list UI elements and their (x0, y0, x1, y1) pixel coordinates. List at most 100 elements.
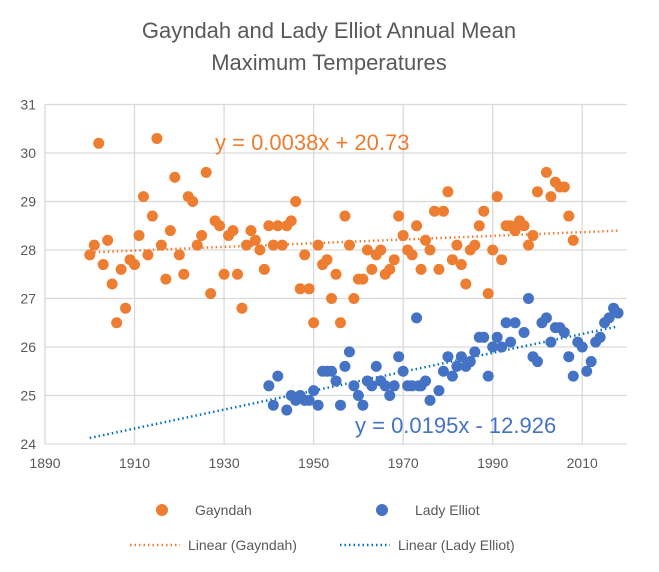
gayndah-point (312, 239, 324, 251)
lady-elliot-point (370, 360, 382, 372)
lady-elliot-point (478, 331, 490, 343)
lady-elliot-point (384, 390, 396, 401)
lady-elliot-point (500, 317, 512, 329)
y-tick-label: 25 (20, 388, 36, 404)
gayndah-point (518, 220, 530, 232)
lady-elliot-point (263, 380, 275, 392)
lady-elliot-point (491, 331, 503, 343)
lady-elliot-point (545, 336, 557, 348)
gayndah-point (214, 220, 226, 232)
gayndah-point (258, 263, 270, 275)
gayndah-point (558, 181, 570, 193)
legend-label-gayndah: Gayndah (195, 502, 252, 518)
gayndah-point (102, 234, 114, 246)
gayndah-point (563, 210, 575, 222)
lady-elliot-point (267, 399, 279, 411)
lady-elliot-point (482, 370, 494, 382)
gayndah-point (348, 293, 360, 304)
gayndah-point (308, 317, 320, 329)
lady-elliot-point (567, 370, 579, 382)
gayndah-point (406, 249, 418, 261)
x-tick-label: 1970 (388, 455, 419, 471)
gayndah-point (384, 263, 396, 275)
gayndah-point (303, 283, 315, 295)
y-tick-label: 28 (20, 242, 36, 258)
lady-elliot-point (308, 385, 320, 397)
gayndah-point (442, 186, 454, 198)
gayndah-point (169, 171, 181, 183)
x-tick-label: 1930 (208, 455, 239, 471)
lady-elliot-point (446, 370, 458, 382)
gayndah-point (84, 249, 96, 261)
gayndah-point (240, 239, 252, 251)
chart-title-line-2: Maximum Temperatures (211, 50, 447, 75)
gayndah-point (326, 293, 338, 304)
lady-elliot-point (496, 341, 508, 353)
lady-elliot-point (330, 375, 342, 387)
gayndah-point (509, 225, 521, 237)
gayndah-point (334, 317, 346, 329)
gayndah-point (294, 283, 306, 295)
gayndah-point (388, 254, 400, 266)
gayndah-point (146, 210, 158, 222)
gayndah-point (191, 239, 203, 251)
chart-title-line-1: Gayndah and Lady Elliot Annual Mean (142, 18, 516, 43)
lady-elliot-point (487, 341, 499, 353)
lady-elliot-point (388, 380, 400, 392)
lady-elliot-point (411, 312, 423, 324)
lady-elliot-point (594, 331, 606, 343)
x-tick-label: 1950 (298, 455, 329, 471)
lady-elliot-point (531, 356, 543, 368)
legend: Gayndah Lady Elliot Linear (Gayndah) Lin… (130, 502, 515, 553)
gayndah-point (531, 186, 543, 198)
lady-elliot-point (379, 380, 391, 392)
gayndah-point (567, 234, 579, 246)
gayndah-point (187, 196, 199, 207)
gayndah-point (106, 278, 118, 290)
lady-elliot-point (464, 356, 476, 368)
lady-elliot-point (563, 351, 575, 363)
gayndah-point (218, 268, 230, 280)
lady-elliot-point (343, 346, 355, 358)
gayndah-point (540, 166, 552, 178)
gayndah-point (437, 205, 449, 217)
lady-elliot-point (455, 351, 467, 363)
gayndah-point (196, 229, 208, 241)
gayndah-point (482, 288, 494, 300)
gayndah-point (424, 244, 436, 256)
gayndah-point (527, 229, 539, 241)
gayndah-point (357, 273, 369, 285)
lady-elliot-point (518, 326, 530, 338)
y-tick-label: 31 (20, 97, 36, 113)
gayndah-point (545, 191, 557, 203)
lady-elliot-point (451, 360, 463, 372)
gayndah-point (299, 249, 311, 261)
series-gayndah (84, 132, 579, 329)
lady-elliot-point (357, 399, 369, 411)
gayndah-point (97, 259, 109, 271)
gayndah-trend-equation: y = 0.0038x + 20.73 (215, 130, 410, 155)
lady-elliot-point (581, 365, 593, 377)
lady-elliot-point (576, 341, 588, 353)
lady-elliot-point (339, 360, 351, 372)
gayndah-point (339, 210, 351, 222)
gayndah-point (361, 244, 373, 256)
gayndah-point (227, 225, 239, 237)
lady-elliot-point (433, 385, 445, 397)
gayndah-point (433, 263, 445, 275)
gayndah-point (133, 229, 145, 241)
gayndah-point (272, 220, 284, 232)
gayndah-point (155, 239, 167, 251)
gayndah-point (415, 263, 427, 275)
gayndah-point (451, 239, 463, 251)
gayndah-point (254, 244, 266, 256)
legend-label-linear-gayndah: Linear (Gayndah) (188, 537, 297, 553)
legend-label-linear-lady-elliot: Linear (Lady Elliot) (398, 537, 515, 553)
lady-elliot-point (352, 390, 364, 401)
gayndah-point (93, 137, 105, 149)
gayndah-point (321, 254, 333, 266)
x-tick-label: 1910 (119, 455, 150, 471)
gayndah-point (473, 220, 485, 232)
y-tick-label: 27 (20, 291, 36, 307)
